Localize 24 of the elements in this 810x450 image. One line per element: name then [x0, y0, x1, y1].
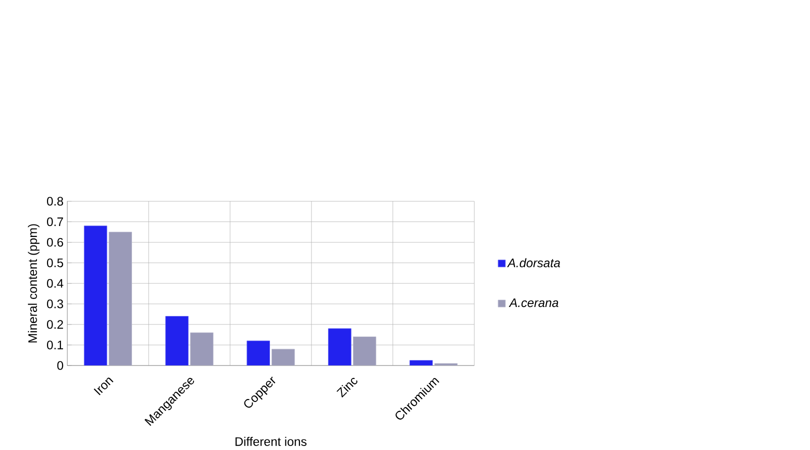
y-tick-label: 0.2 — [46, 320, 64, 329]
x-tick-label: Zinc — [336, 378, 358, 398]
x-axis-title: Different ions — [236, 436, 307, 446]
y-tick-label: 0 — [57, 361, 64, 370]
x-tick-label: Iron — [94, 377, 114, 396]
legend-label: A.dorsata — [507, 258, 560, 268]
bar — [165, 316, 189, 366]
bar — [272, 348, 295, 366]
legend-label: A.cerana — [508, 298, 558, 307]
y-tick-label: 0.1 — [46, 340, 64, 350]
y-tick-label: 0.5 — [46, 258, 64, 268]
y-tick-label: 0.3 — [46, 299, 64, 308]
bar — [246, 340, 270, 366]
bar — [84, 226, 108, 366]
y-axis-title: Mineral content (ppm) — [28, 224, 40, 342]
y-tick-label: 0.7 — [46, 217, 64, 226]
bar — [108, 232, 132, 366]
bar — [328, 328, 352, 366]
y-tick-label: 0.6 — [46, 238, 64, 247]
bar — [352, 336, 376, 366]
y-tick-label: 0.8 — [46, 196, 64, 206]
y-tick-label: 0.4 — [46, 278, 64, 288]
bar — [410, 360, 433, 366]
bar — [190, 332, 214, 366]
